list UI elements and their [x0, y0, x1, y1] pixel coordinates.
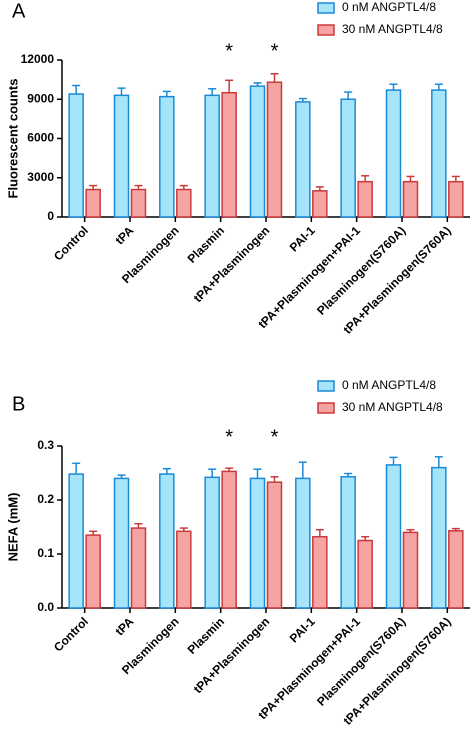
bar [85, 188, 101, 218]
x-tick-label: Plasminogen(S760A) [314, 614, 408, 708]
x-tick-label: PAI-1 [287, 223, 318, 254]
bar [204, 94, 220, 218]
legend-label: 0 nM ANGPTL4/8 [342, 378, 436, 392]
bar [357, 180, 373, 218]
bar [312, 535, 328, 609]
bar [340, 98, 356, 218]
bar [130, 527, 147, 609]
significance-marker: * [271, 40, 279, 62]
x-tick-label: Control [51, 614, 91, 654]
x-tick-label: PAI-1 [287, 614, 318, 645]
y-tick-label: 0 [47, 209, 54, 223]
bar [176, 188, 192, 218]
y-tick-label: 0.2 [37, 492, 54, 506]
bar [448, 530, 464, 609]
panel-label: B [12, 393, 25, 415]
bar [68, 93, 84, 218]
y-tick-label: 0.1 [37, 546, 54, 560]
bar [113, 94, 130, 218]
bar [204, 476, 220, 609]
bar [431, 466, 447, 609]
legend-label: 0 nM ANGPTL4/8 [342, 0, 436, 14]
legend-swatch [317, 2, 335, 14]
y-tick-label: 0.3 [37, 438, 54, 452]
bar [448, 180, 464, 218]
bar [402, 180, 419, 218]
bar [266, 81, 283, 218]
bar [249, 477, 266, 609]
legend-swatch [317, 380, 335, 392]
bar [357, 539, 373, 609]
y-tick-label: 9000 [27, 91, 54, 105]
x-tick-label: Plasmin [185, 614, 227, 656]
x-tick-label: tPA [112, 614, 136, 638]
significance-marker: * [225, 40, 233, 62]
bar [402, 531, 419, 609]
y-axis-title: Fluorescent counts [5, 79, 20, 199]
bar [385, 464, 402, 609]
bar [249, 85, 266, 218]
bar [176, 530, 192, 609]
bar [431, 89, 447, 218]
bar [385, 89, 402, 218]
x-tick-label: tPA [112, 223, 136, 247]
bar [221, 470, 237, 609]
bar [340, 476, 356, 609]
y-tick-label: 0.0 [37, 600, 54, 614]
y-axis-title: NEFA (mM) [5, 493, 20, 562]
y-tick-label: 3000 [27, 170, 54, 184]
bar [130, 188, 147, 218]
bar [266, 481, 283, 609]
bar [159, 95, 175, 218]
legend-swatch [317, 402, 335, 414]
x-tick-label: tPA+Plasminogen [191, 223, 273, 305]
bar [295, 101, 311, 218]
panel-label: A [12, 0, 26, 22]
y-tick-label: 12000 [21, 52, 55, 66]
y-tick-label: 6000 [27, 131, 54, 145]
bar [85, 534, 101, 609]
bar [68, 473, 84, 609]
bar [221, 91, 237, 218]
x-tick-label: tPA+Plasminogen [191, 614, 273, 696]
x-tick-label: Control [51, 223, 91, 263]
x-tick-label: Plasmin [185, 223, 227, 265]
significance-marker: * [225, 426, 233, 448]
bar [295, 477, 311, 609]
legend-label: 30 nM ANGPTL4/8 [342, 22, 443, 36]
significance-marker: * [271, 426, 279, 448]
x-tick-label: Plasminogen(S760A) [314, 223, 408, 317]
bar [312, 190, 328, 218]
legend-label: 30 nM ANGPTL4/8 [342, 400, 443, 414]
bar [113, 477, 130, 609]
legend-swatch [317, 24, 335, 36]
bar [159, 473, 175, 609]
